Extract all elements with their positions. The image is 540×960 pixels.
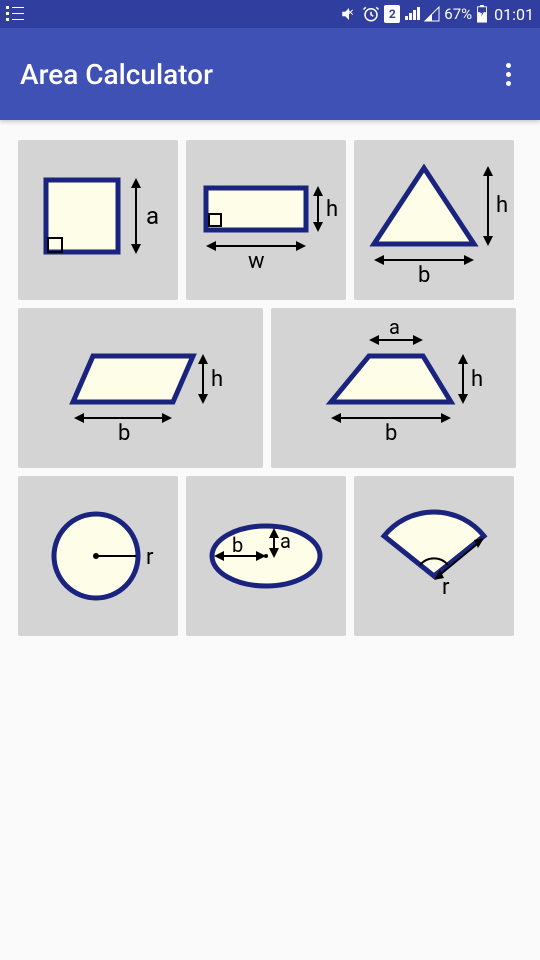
shape-tile-square[interactable]: a <box>18 140 178 300</box>
shape-tile-circle[interactable]: r <box>18 476 178 636</box>
battery-icon <box>476 5 488 23</box>
trap-h-label: h <box>471 367 483 392</box>
para-h-label: h <box>211 367 223 392</box>
tri-h-label: h <box>496 193 508 218</box>
content-area: a h w h b <box>0 120 540 656</box>
signal-icon-1 <box>404 6 420 22</box>
para-b-label: b <box>118 421 130 446</box>
shape-tile-triangle[interactable]: h b <box>354 140 514 300</box>
clock-text: 01:01 <box>494 5 534 24</box>
status-right: 2 67% 01:01 <box>24 5 534 24</box>
battery-text: 67% <box>444 5 472 23</box>
trap-b-label: b <box>385 421 397 446</box>
list-icon <box>6 6 24 20</box>
shape-tile-ellipse[interactable]: b a <box>186 476 346 636</box>
shape-tile-trapezoid[interactable]: a h b <box>271 308 516 468</box>
sim-badge: 2 <box>384 5 400 23</box>
trap-a-label: a <box>389 315 400 339</box>
shape-tile-rectangle[interactable]: h w <box>186 140 346 300</box>
tri-b-label: b <box>418 263 430 288</box>
page-title: Area Calculator <box>20 58 496 91</box>
ellipse-b-label: b <box>232 533 243 557</box>
rect-w-label: w <box>248 249 265 274</box>
sector-r-label: r <box>442 575 450 600</box>
shape-tile-parallelogram[interactable]: h b <box>18 308 263 468</box>
alarm-icon <box>362 5 380 23</box>
rect-h-label: h <box>326 197 338 222</box>
shapes-grid: a h w h b <box>18 140 522 636</box>
shape-tile-sector[interactable]: r <box>354 476 514 636</box>
overflow-menu-button[interactable] <box>496 55 520 94</box>
signal-icon-2 <box>424 6 440 22</box>
ellipse-a-label: a <box>280 529 291 553</box>
status-bar: 2 67% 01:01 <box>0 0 540 28</box>
square-side-label: a <box>146 202 159 230</box>
mute-icon <box>340 5 358 23</box>
app-bar: Area Calculator <box>0 28 540 120</box>
circle-r-label: r <box>146 545 154 570</box>
status-left <box>6 5 24 24</box>
